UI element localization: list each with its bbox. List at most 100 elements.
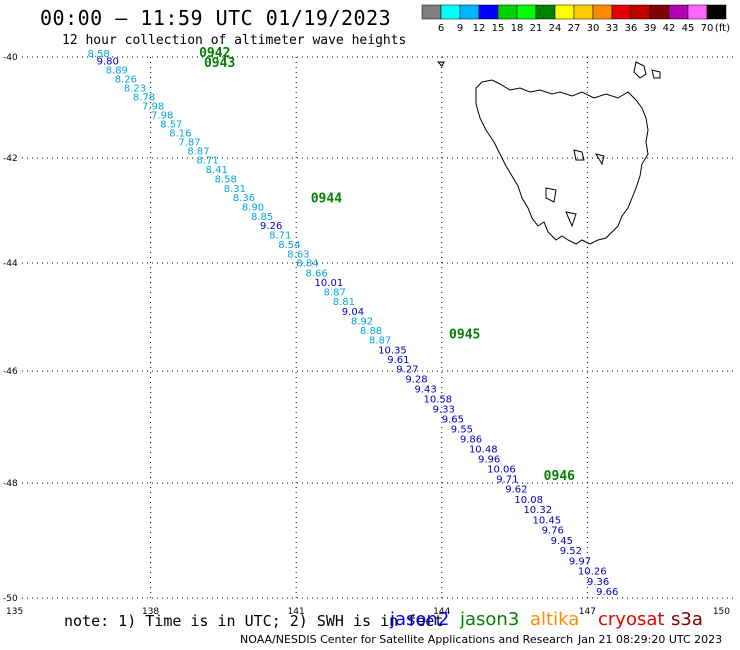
wave-height-value: 9.36	[587, 577, 609, 588]
wave-height-value: 10.35	[378, 345, 407, 356]
wave-height-value: 8.90	[242, 202, 264, 213]
lon-tick-label: 144	[433, 607, 450, 617]
legend-swatch	[706, 4, 727, 20]
wave-height-value: 9.45	[551, 536, 573, 547]
wave-height-value: 8.87	[187, 146, 209, 157]
wave-height-value: 8.85	[251, 212, 273, 223]
wave-height-value: 8.63	[287, 249, 309, 260]
legend-label: 45	[682, 23, 695, 34]
satellite-cryosat: cryosat	[598, 609, 665, 630]
wave-height-value: 10.06	[487, 464, 516, 475]
wave-height-value: 9.33	[433, 405, 455, 416]
satellite-altika: altika	[530, 609, 580, 630]
legend-label: 70	[701, 23, 714, 34]
wave-height-value: 8.16	[169, 128, 191, 139]
lat-tick-label: -46	[3, 367, 18, 377]
flinders-islet	[651, 69, 661, 79]
wave-height-value: 8.31	[224, 184, 246, 195]
wave-height-value: 9.27	[396, 365, 418, 376]
bay-south	[545, 187, 577, 228]
wave-height-value: 8.23	[124, 83, 146, 94]
wave-height-value: 8.71	[196, 156, 218, 167]
pass-time-label: 0942	[199, 46, 230, 61]
legend-label: 24	[549, 23, 562, 34]
wave-height-value: 9.26	[260, 221, 282, 232]
wave-height-value: 9.04	[342, 307, 364, 318]
legend-label: 9	[457, 23, 463, 34]
wave-height-value: 7.87	[178, 137, 200, 148]
wave-height-value: 9.96	[478, 454, 500, 465]
maria-island	[633, 61, 647, 79]
wave-height-value: 8.58	[88, 49, 110, 60]
pass-time-label: 0944	[311, 192, 342, 207]
legend-label: 39	[644, 23, 657, 34]
wave-height-value: 9.52	[560, 546, 582, 557]
wave-height-value: 8.78	[133, 92, 155, 103]
satellite-s3a: s3a	[671, 609, 703, 630]
wave-height-value: 8.41	[206, 165, 228, 176]
lon-tick-label: 150	[713, 607, 730, 617]
wave-height-value: 9.28	[405, 375, 427, 386]
pass-time-label: 0945	[449, 328, 480, 343]
satellite-jason3: jason3	[460, 609, 520, 630]
wave-height-value: 8.87	[324, 288, 346, 299]
wave-height-value: 8.71	[269, 231, 291, 242]
wave-height-value: 10.01	[315, 278, 344, 289]
legend-label: 42	[663, 23, 676, 34]
legend-label: 6	[438, 23, 444, 34]
wave-height-value: 10.26	[578, 567, 607, 578]
wave-height-value: 8.26	[115, 74, 137, 85]
lat-tick-label: -40	[3, 53, 18, 63]
lat-tick-label: -50	[3, 594, 18, 604]
wave-height-value: 8.36	[233, 193, 255, 204]
wave-height-value: 9.71	[496, 474, 518, 485]
graticule: 135 138 141 144 147 150 -40 -42 -44 -46 -48 -50	[3, 53, 733, 617]
lake-outline	[573, 149, 605, 166]
lon-tick-label: 147	[579, 607, 596, 617]
wave-height-value: 9.55	[451, 425, 473, 436]
wave-height-value: 9.76	[542, 526, 564, 537]
footnote: note: 1) Time is in UTC; 2) SWH is in fe…	[64, 612, 444, 630]
wave-height-value: 9.62	[505, 485, 527, 496]
tasmania-coastline	[436, 61, 661, 245]
wave-height-value: 10.08	[514, 495, 543, 506]
wave-height-value: 7.98	[142, 101, 164, 112]
wave-height-value: 9.86	[460, 435, 482, 446]
lon-tick-label: 135	[6, 607, 23, 617]
legend-label: 15	[492, 23, 505, 34]
wave-height-value: 8.58	[215, 174, 237, 185]
lon-tick-label: 141	[288, 607, 305, 617]
wave-height-value: 8.92	[351, 316, 373, 327]
tasmania-outline	[475, 79, 649, 245]
lat-tick-label: -44	[3, 259, 18, 269]
wave-height-value: 10.45	[533, 515, 562, 526]
wave-height-value: 10.32	[523, 505, 552, 516]
legend-label: 27	[568, 23, 581, 34]
lat-tick-label: -42	[3, 154, 18, 164]
wave-height-value: 9.66	[596, 587, 618, 598]
legend-unit: (ft)	[715, 23, 730, 34]
wave-height-value: 7.98	[151, 110, 173, 121]
credit-line: NOAA/NESDIS Center for Satellite Applica…	[240, 633, 574, 646]
satellite-jason2: jason2	[390, 609, 450, 630]
lon-tick-label: 138	[142, 607, 159, 617]
islet-north	[436, 61, 445, 67]
wave-height-value: 8.84	[296, 259, 318, 270]
altimeter-track: 8.589.808.898.268.238.787.987.988.578.16…	[88, 49, 619, 598]
wave-height-value: 8.87	[369, 336, 391, 347]
wave-height-value: 9.65	[442, 415, 464, 426]
wave-height-value: 8.66	[305, 268, 327, 279]
wave-height-value: 8.57	[160, 119, 182, 130]
chart-subtitle: 12 hour collection of altimeter wave hei…	[62, 33, 407, 48]
legend-label: 36	[625, 23, 638, 34]
wave-height-value: 10.58	[424, 395, 453, 406]
legend-label: 18	[511, 23, 524, 34]
color-legend: 6 9 12 15 18 21 24 27 30 33 36 39 42 45 70 (ft)	[421, 4, 730, 34]
wave-height-value: 8.89	[106, 65, 128, 76]
wave-height-value: 9.43	[414, 385, 436, 396]
legend-label: 30	[587, 23, 600, 34]
generated-timestamp: Jan 21 08:29:20 UTC 2023	[578, 633, 723, 646]
chart-title: 00:00 — 11:59 UTC 01/19/2023	[40, 6, 392, 30]
